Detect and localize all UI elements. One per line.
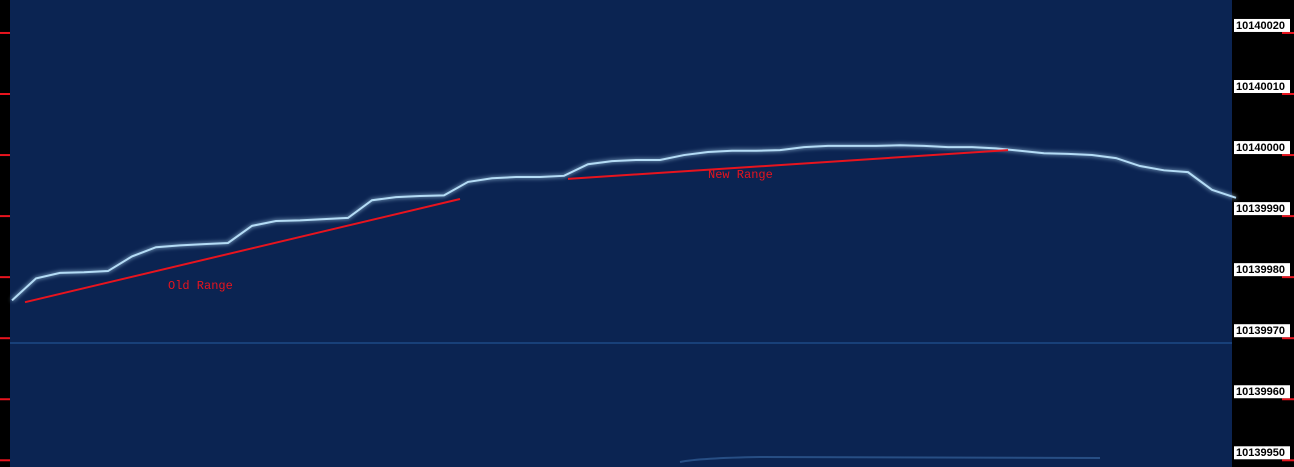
tick-label-box — [1234, 385, 1290, 399]
range-line — [567, 149, 1009, 180]
tick-label-box — [1234, 446, 1290, 460]
tick-label-box — [1234, 202, 1290, 216]
range-line — [24, 198, 461, 304]
y-tick-label: 10139960 — [1236, 386, 1285, 398]
signal-trace — [11, 144, 1237, 302]
faint-trace — [679, 455, 1101, 463]
tick-label-box — [1234, 18, 1290, 32]
y-tick-label: 10140000 — [1236, 142, 1285, 154]
waterfall-background — [10, 0, 1232, 467]
y-tick-label: 10139950 — [1236, 447, 1285, 459]
tick-label-box — [1234, 263, 1290, 277]
y-tick-label: 10140020 — [1236, 20, 1285, 32]
tick-label-box — [1234, 80, 1290, 94]
y-tick-label: 10139980 — [1236, 264, 1285, 276]
y-tick-label: 10140010 — [1236, 81, 1285, 93]
tick-label-box — [1234, 141, 1290, 155]
range-label: New Range — [708, 168, 773, 182]
tick-label-box — [1234, 324, 1290, 338]
y-tick-label: 10139970 — [1236, 325, 1285, 337]
range-label: Old Range — [168, 279, 233, 293]
y-tick-label: 10139990 — [1236, 203, 1285, 215]
